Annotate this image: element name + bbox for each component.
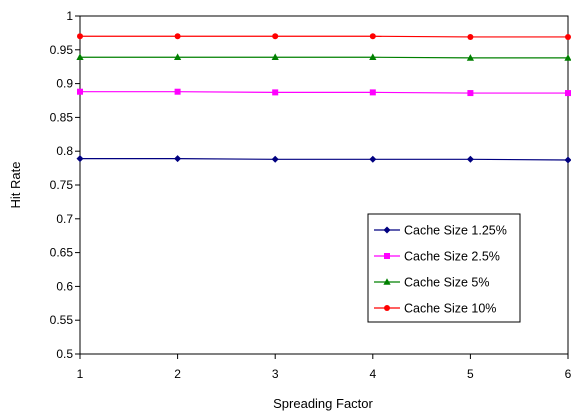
y-tick-label: 0.8 <box>56 144 73 158</box>
series-1 <box>76 155 571 164</box>
y-tick-label: 0.7 <box>56 212 73 226</box>
y-tick-label: 0.65 <box>50 246 74 260</box>
x-tick-label: 4 <box>369 367 376 381</box>
series-2 <box>77 88 571 97</box>
data-point <box>467 33 474 40</box>
legend-item: Cache Size 10% <box>374 302 496 316</box>
data-point <box>271 53 279 61</box>
data-point <box>369 89 376 96</box>
y-tick-label: 1 <box>66 9 73 23</box>
legend-swatch-marker <box>383 226 391 234</box>
legend-label: Cache Size 10% <box>404 302 496 316</box>
legend-label: Cache Size 5% <box>404 276 489 290</box>
x-axis-title: Spreading Factor <box>273 396 373 411</box>
data-point <box>564 156 571 164</box>
data-point <box>272 89 279 96</box>
data-point <box>272 33 279 40</box>
legend-label: Cache Size 1.25% <box>404 224 507 238</box>
legend-label: Cache Size 2.5% <box>404 250 500 264</box>
series-line <box>80 35 568 38</box>
data-point <box>565 90 571 97</box>
data-point <box>76 155 84 163</box>
data-point <box>369 155 377 163</box>
data-point <box>174 155 182 163</box>
legend-box <box>367 213 521 323</box>
data-point <box>77 33 83 40</box>
series-4 <box>77 33 571 40</box>
legend: Cache Size 1.25% Cache Size 2.5% Cache Siz… <box>367 213 521 323</box>
legend-swatch-marker <box>384 253 390 259</box>
legend-item: Cache Size 1.25% <box>374 224 507 238</box>
legend-item: Cache Size 5% <box>374 276 489 290</box>
data-point <box>271 155 279 163</box>
data-point <box>76 53 84 61</box>
data-point <box>174 33 181 40</box>
data-point <box>369 33 376 40</box>
series-3 <box>76 53 571 61</box>
data-point <box>466 54 474 61</box>
x-tick-label: 2 <box>174 367 181 381</box>
x-tick-label: 5 <box>467 367 474 381</box>
series-line <box>80 56 568 59</box>
y-tick-label: 0.95 <box>50 43 74 57</box>
x-tick-label: 1 <box>77 367 84 381</box>
y-tick-label: 0.55 <box>50 313 74 327</box>
x-tick-label: 6 <box>565 367 571 381</box>
data-point <box>369 53 377 61</box>
x-tick-label: 3 <box>272 367 279 381</box>
y-tick-label: 0.6 <box>56 279 73 293</box>
data-point <box>467 90 474 97</box>
data-point <box>174 88 181 95</box>
legend-swatch-marker <box>383 278 391 285</box>
data-point <box>174 53 182 61</box>
series-line <box>80 158 569 161</box>
data-point <box>564 54 571 61</box>
y-tick-label: 0.9 <box>56 77 73 91</box>
y-tick-label: 0.5 <box>56 347 73 361</box>
y-axis-title: Hit Rate <box>8 162 23 209</box>
data-point <box>77 88 83 95</box>
legend-swatch-marker <box>384 305 390 311</box>
legend-item: Cache Size 2.5% <box>374 250 500 264</box>
series-line <box>80 91 568 94</box>
data-point <box>565 33 571 40</box>
data-point <box>466 155 474 163</box>
y-tick-label: 0.85 <box>50 110 74 124</box>
y-tick-label: 0.75 <box>50 178 74 192</box>
